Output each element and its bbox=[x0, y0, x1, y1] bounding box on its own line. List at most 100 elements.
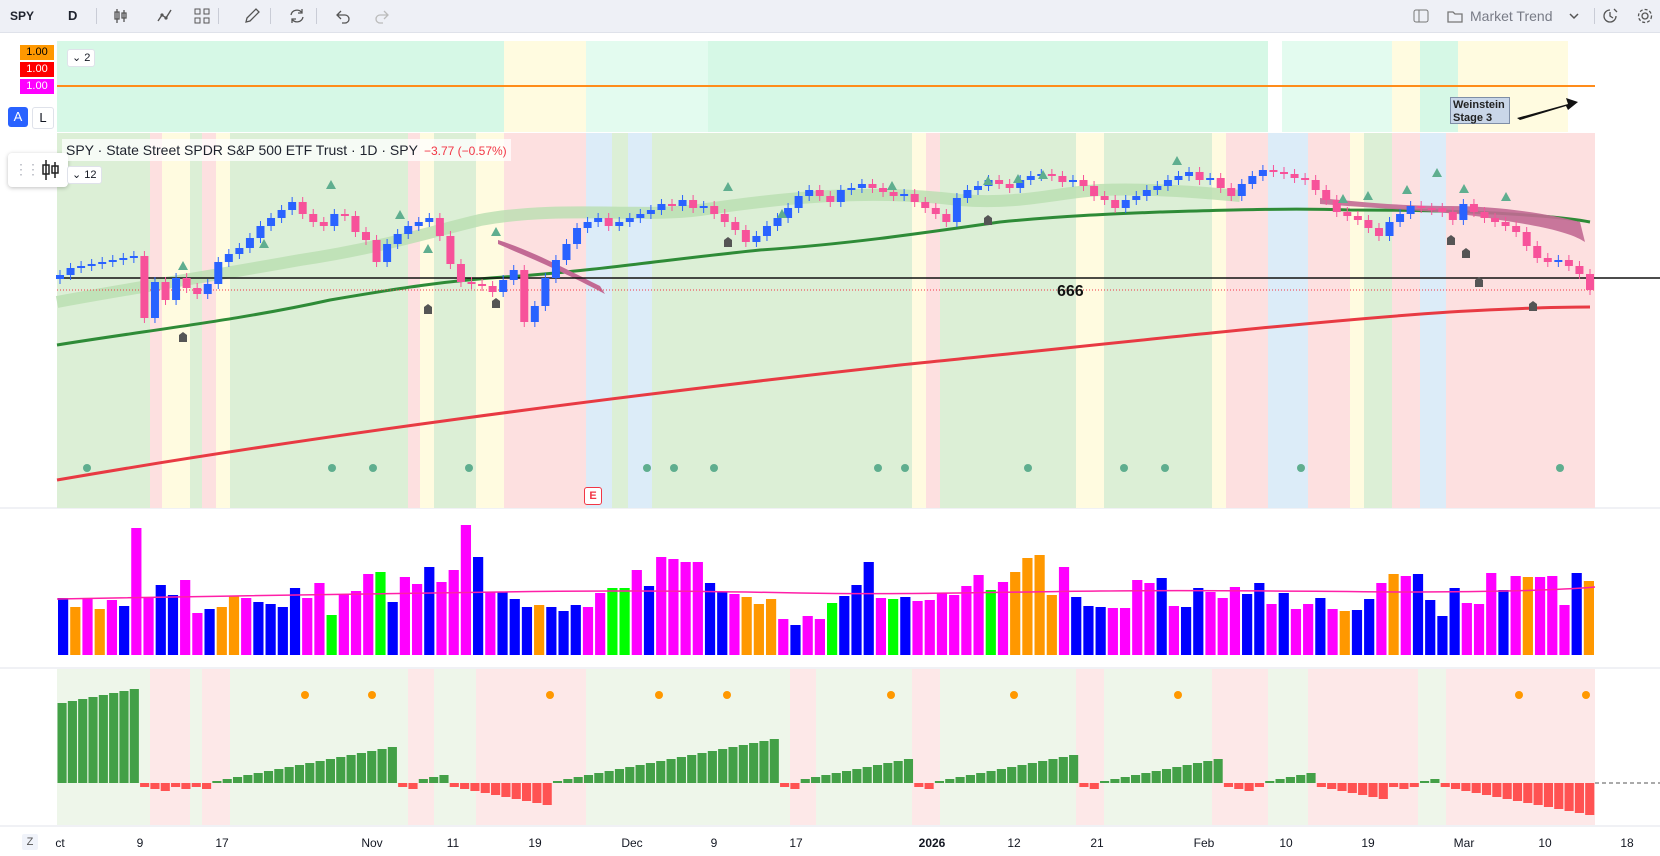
volume-bar bbox=[424, 567, 435, 655]
oscillator-band bbox=[912, 669, 940, 825]
triangle-marker bbox=[423, 244, 433, 253]
x-axis-tick-label: 9 bbox=[136, 836, 144, 850]
candle-body bbox=[678, 200, 687, 206]
triangle-marker bbox=[777, 209, 787, 218]
undo-icon[interactable] bbox=[334, 7, 352, 25]
oscillator-bar bbox=[749, 743, 759, 783]
candle-body bbox=[1364, 220, 1373, 228]
candle-body bbox=[425, 218, 434, 222]
replay-icon[interactable] bbox=[288, 7, 306, 25]
candle-body bbox=[1501, 222, 1510, 226]
dot-marker bbox=[1161, 464, 1169, 472]
volume-bar bbox=[1522, 577, 1533, 655]
volume-bar bbox=[399, 577, 410, 655]
candle-body bbox=[1301, 178, 1310, 180]
main-pane-band bbox=[202, 133, 216, 508]
oscillator-band bbox=[230, 669, 408, 825]
trend-arrow bbox=[1517, 98, 1578, 120]
oscillator-bar bbox=[1492, 783, 1502, 797]
templates-icon[interactable] bbox=[193, 7, 211, 25]
candle-body bbox=[214, 262, 223, 284]
candle-body bbox=[1522, 232, 1531, 246]
oscillator-bar bbox=[356, 753, 366, 783]
oscillator-bar bbox=[738, 745, 748, 783]
volume-bar bbox=[692, 562, 703, 655]
volume-bar bbox=[253, 602, 264, 655]
volume-bar bbox=[70, 607, 81, 655]
top-pane-collapse-button[interactable]: ⌄ 2 bbox=[67, 49, 96, 67]
volume-bar bbox=[1400, 576, 1411, 655]
drag-handle[interactable]: ⋮⋮ bbox=[8, 153, 68, 187]
volume-bar bbox=[1351, 610, 1363, 655]
chevron-down-icon[interactable] bbox=[1565, 7, 1583, 25]
volume-bar bbox=[216, 607, 227, 655]
main-pane-band bbox=[190, 133, 202, 508]
volume-bar bbox=[643, 586, 655, 655]
candle-body bbox=[668, 204, 676, 206]
oscillator-bar bbox=[398, 783, 408, 787]
candle-body bbox=[963, 190, 972, 198]
candle-chart-icon bbox=[42, 160, 59, 180]
volume-bar bbox=[448, 570, 459, 655]
auto-scale-button[interactable]: A bbox=[8, 107, 28, 127]
oscillator-bar bbox=[872, 765, 883, 783]
oscillator-bar bbox=[1100, 781, 1110, 783]
candle-body bbox=[1068, 180, 1077, 182]
candle-body bbox=[1142, 190, 1151, 196]
volume-bar bbox=[729, 594, 740, 655]
volume-bar bbox=[1046, 595, 1057, 655]
alert-clock-icon[interactable] bbox=[1601, 7, 1619, 25]
oscillator-bar bbox=[1213, 759, 1223, 783]
volume-bar bbox=[888, 599, 899, 655]
volume-bar bbox=[302, 598, 313, 655]
oscillator-bar bbox=[635, 765, 645, 783]
volume-bar bbox=[1559, 605, 1570, 655]
gear-icon[interactable] bbox=[1636, 7, 1654, 25]
oscillator-bar bbox=[1585, 783, 1595, 815]
main-pane-collapse-button[interactable]: ⌄ 12 bbox=[67, 166, 102, 184]
main-pane-band bbox=[612, 133, 628, 508]
dot-marker bbox=[670, 464, 678, 472]
candles-icon[interactable] bbox=[112, 7, 130, 25]
volume-bar bbox=[192, 613, 203, 655]
price-change: −3.77 (−0.57%) bbox=[423, 144, 507, 158]
main-pane-band bbox=[504, 133, 586, 508]
x-axis-tick-label: 10 bbox=[1538, 836, 1552, 850]
zoom-button[interactable]: Z bbox=[22, 834, 38, 850]
candle-body bbox=[393, 234, 402, 244]
candle-body bbox=[1206, 178, 1215, 180]
oscillator-dot bbox=[1010, 691, 1018, 699]
candle-body bbox=[66, 268, 75, 275]
candle-body bbox=[921, 202, 930, 208]
legend-title[interactable]: SPY · State Street SPDR S&P 500 ETF Trus… bbox=[62, 139, 511, 161]
candle-body bbox=[414, 222, 423, 226]
pentagon-marker bbox=[424, 304, 432, 314]
value-chip-red: 1.00 bbox=[20, 62, 54, 77]
log-scale-button[interactable]: L bbox=[32, 107, 54, 129]
main-pane-band bbox=[57, 133, 150, 508]
top-toolbar: SPY D Market Trend bbox=[0, 0, 1660, 33]
oscillator-bar bbox=[852, 769, 862, 783]
oscillator-band bbox=[150, 669, 190, 825]
interval-button[interactable]: D bbox=[68, 8, 78, 23]
main-pane-band bbox=[1446, 133, 1595, 508]
candle-body bbox=[140, 256, 149, 318]
redo-icon[interactable] bbox=[373, 7, 391, 25]
oscillator-bar bbox=[1244, 783, 1254, 791]
indicators-icon[interactable] bbox=[156, 7, 174, 25]
oscillator-bar bbox=[996, 769, 1006, 783]
time-axis[interactable]: Z bbox=[0, 826, 1660, 856]
candle-body bbox=[1459, 204, 1468, 220]
pencil-icon[interactable] bbox=[243, 7, 261, 25]
volume-bar bbox=[1254, 583, 1265, 655]
layout-name[interactable]: Market Trend bbox=[1470, 8, 1553, 24]
oscillator-bar bbox=[470, 783, 480, 791]
earnings-marker[interactable]: E bbox=[584, 487, 602, 505]
volume-bar bbox=[497, 592, 508, 655]
symbol-button[interactable]: SPY bbox=[10, 9, 35, 23]
oscillator-bar bbox=[202, 783, 212, 789]
oscillator-bar bbox=[1027, 763, 1037, 783]
layout-icon[interactable] bbox=[1412, 7, 1430, 25]
oscillator-bar bbox=[728, 747, 738, 783]
